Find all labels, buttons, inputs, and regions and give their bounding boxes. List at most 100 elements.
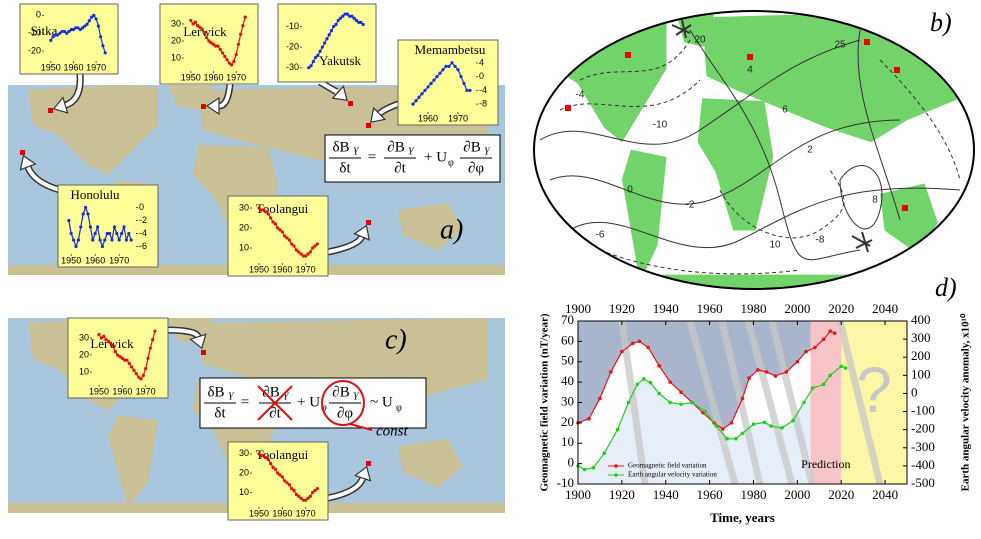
data-point [329,29,334,33]
contour [569,187,961,249]
x-tick-label: 1950 [41,62,61,72]
x-tick-label: 1960 [272,508,292,518]
y-tick-label: 20 [561,414,574,429]
data-point [306,496,310,500]
x-tick-label: 1970 [296,508,316,518]
y-tick-label: -2 [139,215,147,225]
data-point [587,417,591,421]
data-point [341,14,345,18]
data-point [804,349,808,354]
data-point [361,22,365,27]
data-point [679,390,683,395]
contour [539,39,861,145]
data-point [615,427,620,432]
data-point [456,68,460,72]
data-point [332,24,336,29]
data-point [725,436,729,441]
inset-box [67,317,169,399]
equation-box [199,377,427,429]
data-point [292,488,296,493]
contour [719,169,845,239]
data-point [301,498,305,502]
data-point [264,456,268,460]
data-point [327,33,331,37]
data-point [450,61,454,65]
y-tick-label: -10 [286,21,299,31]
data-point [646,345,650,350]
data-point [103,51,107,55]
data-point [795,359,800,364]
data-point [264,210,268,214]
data-point [88,225,92,229]
x-axis-title: Time, years [710,510,775,525]
series-line [577,330,835,430]
data-point [609,370,613,374]
data-point [118,355,122,359]
data-point [116,353,120,357]
contour-label: -2 [686,200,695,211]
arrow-head [331,85,348,102]
data-point [297,250,301,254]
data-point [773,374,778,378]
x-tick-label: 1960 [85,255,105,265]
data-point [668,380,672,384]
data-point [241,24,245,28]
data-point [690,400,694,405]
data-point [94,17,98,21]
data-point [287,238,291,242]
data-point [429,81,433,86]
data-point [92,13,96,17]
data-point [257,206,261,210]
data-point [58,31,62,35]
x-tick-label: 1940 [653,487,679,502]
data-point [308,250,312,254]
data-point [230,63,234,67]
arrow [218,83,232,108]
data-point [273,467,277,471]
x-tick-label: 1960 [63,62,83,72]
station [201,350,206,355]
data-point [257,452,261,456]
data-point [71,28,76,32]
y-tick-label: -4 [479,85,487,95]
data-point [314,55,318,60]
data-point [315,487,319,491]
data-point [285,236,289,240]
data-point [280,230,284,234]
data-point [764,370,769,374]
y2-tick-label: -500 [911,475,935,490]
x-tick-label: 1950 [89,386,109,396]
stripe [768,320,816,485]
station [366,123,371,128]
data-point [234,53,238,57]
data-point [85,22,89,26]
data-point [441,68,445,72]
data-point [679,402,683,407]
y-tick-label: 0 [36,10,41,20]
x-tick-label: 1950 [61,255,81,265]
data-point [98,238,102,242]
eq-subscript: Y [408,146,415,157]
data-point [304,254,308,258]
data-point [338,16,343,20]
x-tick-label: 1970 [226,72,246,82]
data-point [117,238,121,242]
data-point [315,242,319,246]
data-point [813,345,817,350]
data-point [420,92,424,96]
contour-label: -8 [816,235,825,246]
inset-box [159,3,259,85]
stripe [744,320,796,485]
panel-label: d) [935,273,957,302]
data-point [411,102,415,106]
data-point [828,373,833,378]
y2-tick-label: -200 [911,421,935,436]
y-tick-label: 10 [239,242,249,252]
data-point [290,242,294,246]
x-tick-label: 1960 [203,72,223,82]
eq-const: const [376,423,408,439]
data-point [62,29,66,34]
y-tick-label: 0 [568,455,575,470]
eq-denominator: δt [214,405,226,421]
data-point [69,231,73,236]
